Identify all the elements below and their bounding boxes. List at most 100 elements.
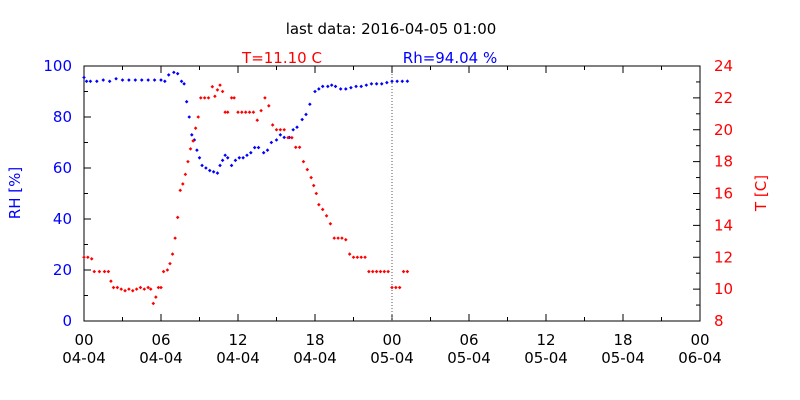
rh-point bbox=[261, 150, 266, 155]
t-point bbox=[111, 285, 116, 290]
t-point bbox=[297, 145, 302, 150]
y-left-tick-label: 0 bbox=[62, 312, 72, 330]
t-point bbox=[270, 123, 275, 127]
t-point bbox=[336, 236, 340, 240]
t-point bbox=[127, 287, 131, 291]
t-point bbox=[317, 202, 321, 207]
t-point bbox=[115, 285, 120, 290]
rh-point bbox=[107, 79, 112, 84]
t-point bbox=[154, 295, 158, 299]
x-tick-label-date: 05-04 bbox=[601, 349, 645, 367]
rh-point bbox=[172, 70, 176, 75]
t-point bbox=[355, 255, 360, 260]
y-right-tick-label: 22 bbox=[714, 89, 733, 107]
x-tick-label-date: 04-04 bbox=[139, 349, 183, 367]
tick-labels: 020406080100810121416182022240004-040604… bbox=[43, 57, 733, 367]
t-point bbox=[213, 94, 217, 99]
t-point bbox=[225, 110, 230, 115]
t-point bbox=[370, 269, 375, 274]
t-point bbox=[134, 287, 139, 291]
rh-point bbox=[95, 79, 99, 84]
rh-point bbox=[395, 79, 399, 84]
rh-point bbox=[133, 78, 138, 82]
temperature-readout: T=11.10 C bbox=[241, 49, 322, 67]
t-point bbox=[183, 172, 188, 177]
t-point bbox=[378, 269, 383, 274]
rh-point bbox=[120, 78, 125, 82]
rh-point bbox=[195, 148, 199, 152]
rh-point bbox=[364, 83, 369, 87]
rh-point bbox=[374, 82, 379, 86]
rh-point bbox=[182, 82, 186, 86]
y-right-tick-label: 16 bbox=[714, 185, 733, 203]
x-tick-label-hour: 00 bbox=[382, 331, 401, 349]
x-tick-label-hour: 06 bbox=[459, 331, 478, 349]
t-point bbox=[232, 96, 236, 100]
rh-point bbox=[304, 112, 308, 117]
t-point bbox=[390, 285, 394, 290]
t-point bbox=[196, 115, 201, 119]
y-left-tick-label: 60 bbox=[53, 159, 72, 177]
y-right-tick-label: 20 bbox=[714, 121, 733, 139]
t-point bbox=[382, 269, 387, 274]
rh-point bbox=[215, 171, 220, 175]
t-point bbox=[148, 287, 153, 291]
t-point bbox=[119, 287, 124, 291]
x-tick-label-date: 04-04 bbox=[62, 349, 106, 367]
t-point bbox=[267, 104, 271, 108]
t-point bbox=[202, 96, 207, 100]
t-point bbox=[123, 288, 127, 293]
rh-point bbox=[317, 87, 321, 91]
rh-point bbox=[344, 87, 348, 91]
rh-point bbox=[333, 84, 338, 89]
rh-point bbox=[385, 80, 389, 85]
rh-point bbox=[179, 79, 184, 84]
x-tick-label-hour: 12 bbox=[228, 331, 247, 349]
t-point bbox=[175, 215, 180, 220]
y-right-tick-label: 18 bbox=[714, 153, 733, 171]
t-point bbox=[251, 110, 256, 115]
t-point bbox=[223, 110, 227, 115]
y-left-axis-label: RH [%] bbox=[6, 167, 24, 219]
t-point bbox=[168, 261, 172, 266]
t-point bbox=[374, 269, 379, 274]
rh-point bbox=[207, 168, 212, 173]
rh-point bbox=[114, 76, 118, 81]
rh-point bbox=[329, 83, 334, 87]
t-point bbox=[286, 135, 290, 140]
rh-point bbox=[379, 82, 384, 86]
rh-point bbox=[338, 87, 343, 91]
rh-point bbox=[265, 148, 270, 152]
rh-point bbox=[146, 78, 150, 82]
x-tick-label-date: 05-04 bbox=[447, 349, 491, 367]
rh-point bbox=[245, 153, 249, 158]
t-point bbox=[386, 269, 390, 274]
x-tick-label-date: 05-04 bbox=[370, 349, 414, 367]
y-left-tick-label: 40 bbox=[53, 210, 72, 228]
t-point bbox=[344, 237, 348, 242]
t-point bbox=[274, 127, 279, 132]
y-right-tick-label: 10 bbox=[714, 280, 733, 298]
rh-point bbox=[190, 133, 194, 137]
t-point bbox=[293, 145, 298, 150]
y-right-axis-label: T [C] bbox=[752, 175, 770, 212]
rh-point bbox=[187, 115, 192, 119]
t-point bbox=[106, 269, 111, 274]
rh-point bbox=[139, 78, 144, 82]
x-tick-label-hour: 12 bbox=[536, 331, 555, 349]
t-point bbox=[320, 207, 325, 212]
rh-point bbox=[88, 79, 93, 84]
t-point bbox=[151, 301, 156, 306]
t-point bbox=[142, 287, 147, 291]
y-left-tick-label: 100 bbox=[43, 57, 72, 75]
t-point bbox=[173, 236, 177, 240]
t-point bbox=[347, 252, 352, 256]
t-point bbox=[89, 257, 94, 261]
rh-point bbox=[223, 153, 227, 158]
x-tick-label-date: 06-04 bbox=[678, 349, 722, 367]
rh-point bbox=[233, 158, 238, 163]
t-point bbox=[259, 108, 263, 113]
rh-point bbox=[354, 84, 358, 89]
rh-point bbox=[320, 84, 325, 89]
